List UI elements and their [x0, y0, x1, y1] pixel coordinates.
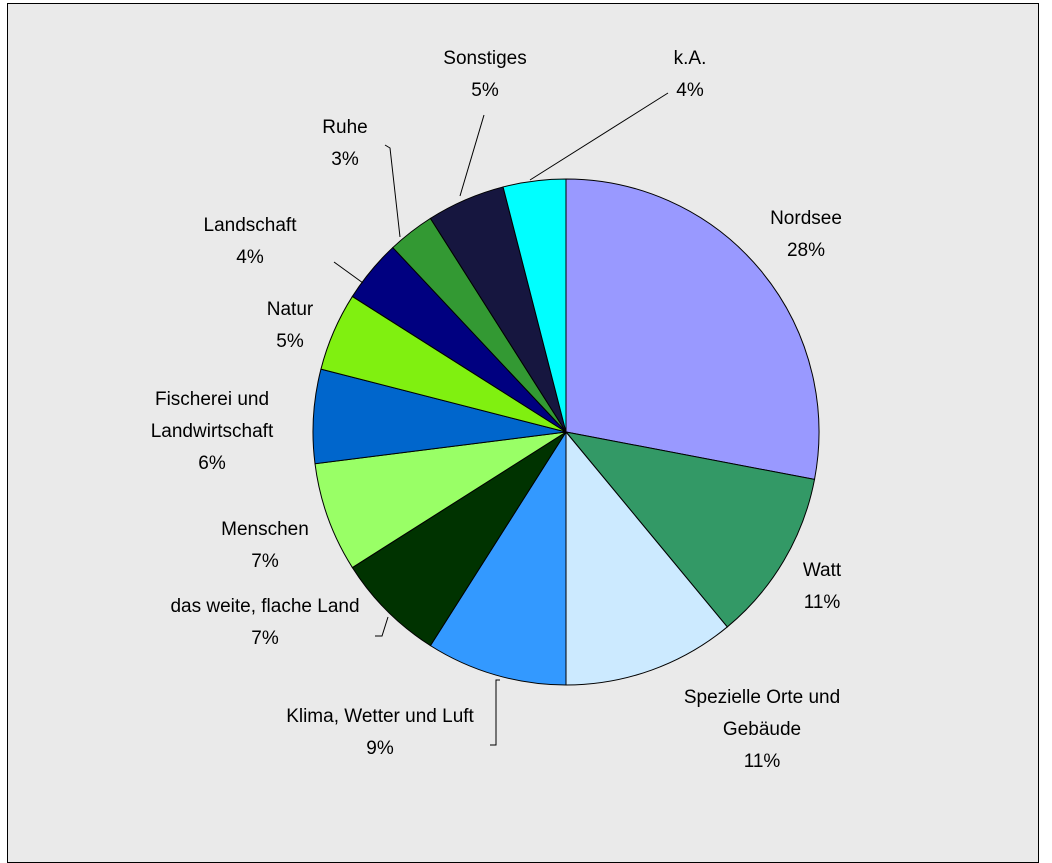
value-label: 5% — [276, 331, 304, 352]
category-label: Sonstiges — [443, 48, 527, 69]
category-label: das weite, flache Land — [170, 596, 360, 617]
slice-label: Nordsee 28% — [716, 203, 896, 267]
leader-line — [384, 144, 401, 238]
leader-line — [375, 616, 389, 637]
category-label: Nordsee — [770, 208, 842, 229]
value-label: 5% — [471, 80, 499, 101]
category-label: Watt — [802, 560, 842, 581]
value-label: 28% — [786, 240, 826, 261]
slice-label: Watt 11% — [762, 555, 882, 619]
leader-line — [490, 679, 500, 746]
category-label: Natur — [266, 299, 314, 320]
slice-label: Fischerei und Landwirtschaft 6% — [132, 384, 292, 480]
category-label: Fischerei und Landwirtschaft — [150, 389, 274, 442]
pie-slice — [564, 431, 816, 628]
slice-label: Natur 5% — [230, 294, 350, 358]
pie-slice — [429, 430, 567, 686]
slice-label: Spezielle Orte und Gebäude 11% — [662, 682, 862, 778]
slice-label: Menschen 7% — [185, 514, 345, 578]
category-label: Menschen — [221, 519, 309, 540]
leader-line — [333, 261, 364, 284]
value-label: 4% — [236, 247, 264, 268]
slice-label: Sonstiges 5% — [415, 43, 555, 107]
leader-line — [529, 92, 669, 181]
category-label: Ruhe — [322, 117, 368, 138]
pie-slice — [314, 431, 567, 569]
value-label: 6% — [198, 453, 226, 474]
pie-slice — [565, 430, 728, 686]
slice-label: Klima, Wetter und Luft 9% — [280, 701, 480, 765]
category-label: Spezielle Orte und Gebäude — [683, 687, 841, 740]
value-label: 3% — [331, 149, 359, 170]
value-label: 7% — [251, 628, 279, 649]
value-label: 11% — [743, 751, 781, 772]
leader-line — [459, 114, 485, 197]
slice-label: Landschaft 4% — [180, 210, 320, 274]
value-label: 4% — [676, 80, 704, 101]
category-label: Klima, Wetter und Luft — [286, 706, 474, 727]
slice-label: das weite, flache Land 7% — [160, 591, 370, 655]
pie-slice — [502, 178, 567, 433]
value-label: 11% — [803, 592, 841, 613]
pie-slice — [351, 431, 567, 647]
slice-label: Ruhe 3% — [295, 112, 395, 176]
slice-label: k.A. 4% — [640, 43, 740, 107]
category-label: Landschaft — [203, 215, 297, 236]
pie-slice — [565, 178, 820, 480]
category-label: k.A. — [673, 48, 707, 69]
value-label: 7% — [251, 551, 279, 572]
value-label: 9% — [366, 738, 394, 759]
